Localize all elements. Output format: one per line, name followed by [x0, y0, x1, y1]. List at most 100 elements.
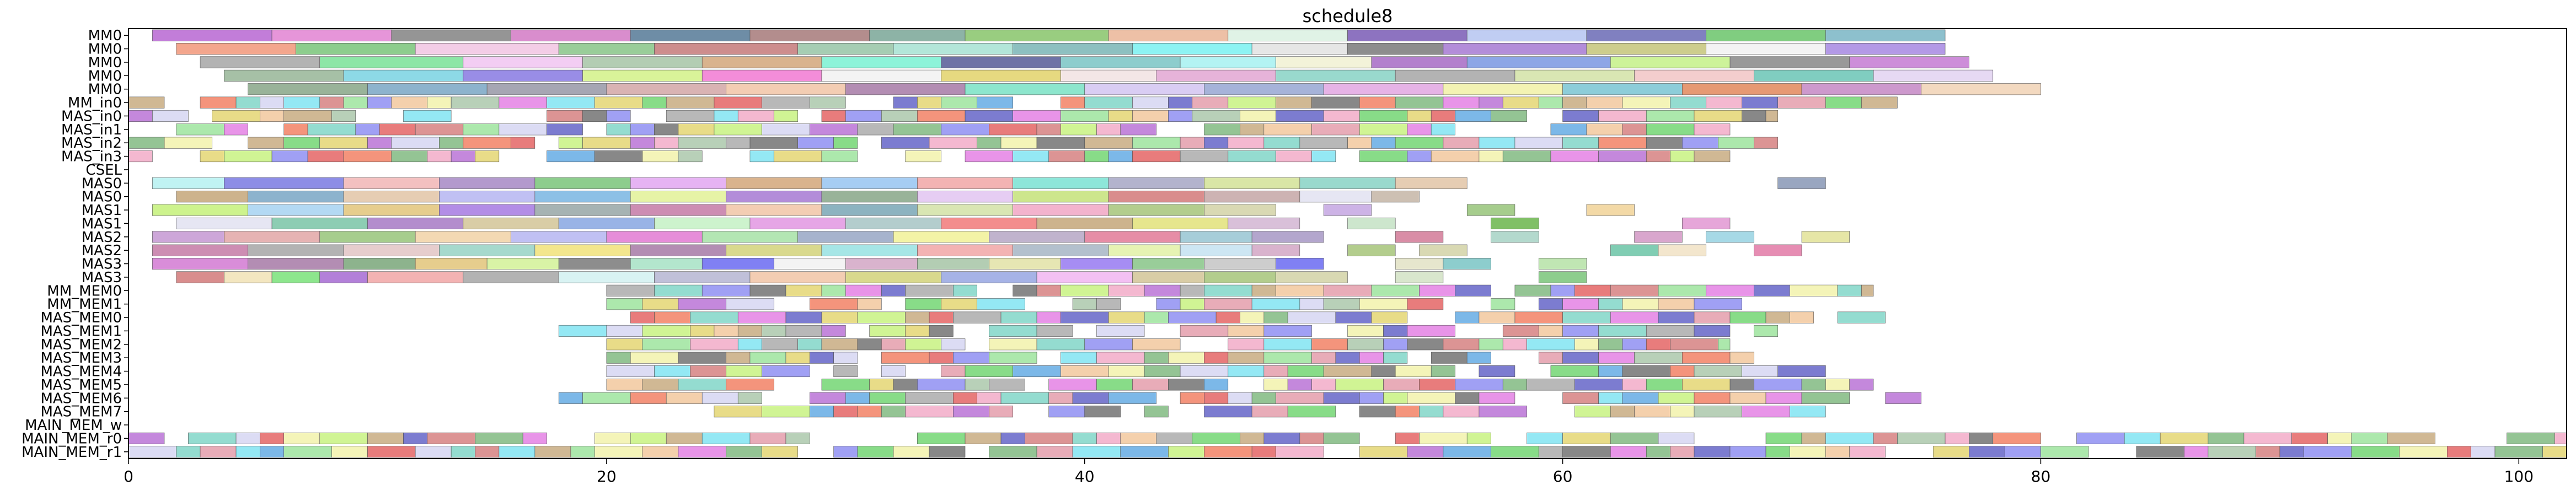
task-bar [726, 244, 822, 256]
task-bar [1084, 137, 1133, 149]
task-bar [1729, 392, 1766, 404]
task-bar [1061, 96, 1085, 109]
task-bar [857, 123, 894, 136]
chart-title: schedule8 [1303, 6, 1393, 26]
task-bar [762, 338, 798, 351]
task-bar [726, 137, 751, 149]
task-bar [1586, 43, 1706, 55]
task-bar [1156, 432, 1193, 444]
task-bar [1204, 284, 1252, 296]
task-bar [666, 96, 715, 109]
task-bar [833, 352, 858, 364]
task-bar [1837, 311, 1886, 324]
task-bar [1395, 177, 1468, 189]
task-bar [1371, 56, 1468, 68]
x-tick-label: 100 [2504, 467, 2534, 486]
task-bar [989, 446, 1037, 458]
x-tick-label: 0 [124, 467, 133, 486]
task-bar [248, 204, 344, 216]
task-bar [642, 96, 667, 109]
task-bar [1048, 150, 1085, 163]
task-bar [1299, 191, 1372, 203]
task-bar [1204, 258, 1276, 270]
task-bar [582, 110, 607, 122]
task-bar [1013, 365, 1061, 378]
task-bar [1694, 325, 1731, 337]
task-bar [439, 204, 535, 216]
task-bar [606, 83, 726, 95]
task-bar [224, 123, 249, 136]
task-bar [1682, 137, 1718, 149]
task-bar [1287, 379, 1312, 391]
task-bar [1108, 110, 1133, 122]
task-bar [1670, 365, 1695, 378]
task-bar [176, 446, 201, 458]
task-bar [977, 298, 1025, 310]
task-bar [1634, 406, 1670, 418]
task-bar [547, 110, 583, 122]
task-bar [511, 231, 607, 243]
task-bar [439, 244, 535, 256]
task-bar [1885, 392, 1922, 404]
y-tick-label: MM_in0 [68, 95, 122, 111]
task-bar [1036, 284, 1061, 296]
task-bar [1061, 311, 1109, 324]
task-bar [929, 311, 954, 324]
task-bar [1287, 311, 1336, 324]
task-bar [2387, 432, 2435, 444]
task-bar [260, 96, 285, 109]
task-bar [1574, 406, 1611, 418]
task-bar [953, 352, 989, 364]
task-bar [1228, 217, 1300, 229]
task-bar [343, 150, 392, 163]
task-bar [749, 150, 774, 163]
task-bar [701, 392, 738, 404]
task-bar [1204, 83, 1324, 95]
task-bar [654, 43, 798, 55]
task-bar [1168, 446, 1204, 458]
task-bar [1407, 325, 1455, 337]
task-bar [403, 432, 428, 444]
task-bar [1036, 123, 1061, 136]
task-bar [1646, 123, 1695, 136]
task-bar [857, 446, 894, 458]
task-bar [1311, 123, 1360, 136]
task-bar [1455, 110, 1491, 122]
y-tick-label: MAS_MEM2 [40, 337, 122, 353]
task-bar [1610, 311, 1659, 324]
task-bar [451, 446, 475, 458]
task-bar [319, 56, 464, 68]
y-tick-label: MAS_in2 [61, 135, 122, 152]
task-bar [1706, 231, 1754, 243]
task-bar [1096, 352, 1145, 364]
task-bar [271, 217, 368, 229]
task-bar [881, 137, 930, 149]
task-bar [1108, 150, 1133, 163]
task-bar [905, 298, 941, 310]
task-bar [749, 137, 798, 149]
task-bar [1144, 311, 1169, 324]
task-bar [1742, 365, 1778, 378]
task-bar [1036, 338, 1085, 351]
task-bar [1180, 325, 1229, 337]
task-bar [1347, 338, 1384, 351]
task-bar [2256, 446, 2280, 458]
task-bar [1514, 69, 1635, 82]
task-bar [1538, 446, 1563, 458]
y-tick-label: MAS_MEM7 [40, 404, 122, 420]
task-bar [690, 338, 738, 351]
task-bar [1000, 392, 1049, 404]
task-bar [1466, 352, 1491, 364]
task-bar [630, 258, 703, 270]
task-bar [1108, 365, 1145, 378]
task-bar [1228, 150, 1276, 163]
task-bar [821, 204, 918, 216]
y-tick-label: MM0 [88, 68, 122, 84]
task-bar [1790, 406, 1826, 418]
task-bar [1742, 110, 1766, 122]
task-bar [1801, 379, 1826, 391]
task-bar [248, 191, 344, 203]
task-bar [1180, 150, 1229, 163]
task-bar [821, 56, 941, 68]
task-bar [343, 204, 440, 216]
